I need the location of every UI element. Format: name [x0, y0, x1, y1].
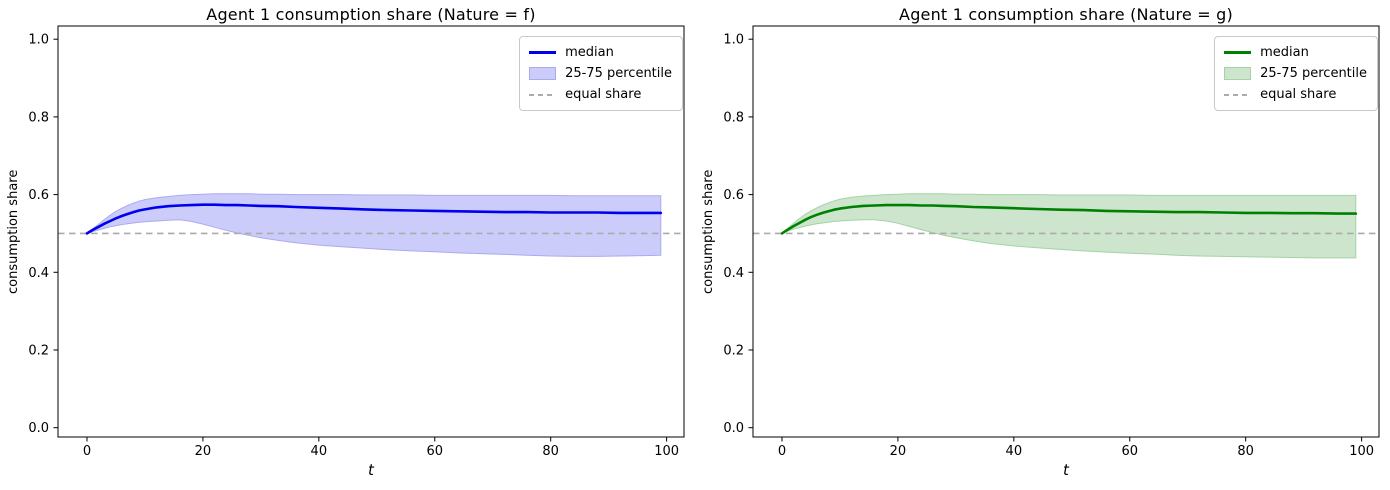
- y-axis-label: consumption share: [6, 169, 21, 294]
- legend-label-equal-share: equal share: [1260, 86, 1337, 102]
- median-line: [85, 203, 663, 235]
- median-line: [780, 203, 1358, 235]
- chart-title: Agent 1 consumption share (Nature = g): [899, 5, 1233, 24]
- y-tick-label: 0.8: [28, 110, 49, 125]
- percentile-band: [781, 193, 1357, 259]
- y-tick-label: 0.8: [723, 110, 744, 125]
- legend-label-median: median: [565, 44, 614, 60]
- y-axis-label: consumption share: [701, 169, 716, 294]
- legend-item-percentile: 25-75 percentile: [529, 65, 672, 82]
- median-line-icon: [529, 51, 557, 54]
- legend-item-median: median: [1224, 44, 1367, 61]
- y-tick-label: 0.4: [723, 266, 744, 281]
- percentile-band-icon: [529, 67, 557, 80]
- plot-frame: [57, 25, 685, 438]
- chart-title: Agent 1 consumption share (Nature = f): [206, 5, 536, 24]
- y-tick-label: 0.4: [28, 266, 49, 281]
- panel-nature-f: Agent 1 consumption share (Nature = f) 0…: [6, 5, 685, 479]
- legend-item-equal-share: equal share: [1224, 86, 1367, 103]
- percentile-band-icon: [1224, 67, 1252, 80]
- x-tick-label: 60: [1121, 444, 1138, 459]
- x-tick-label: 40: [311, 444, 328, 459]
- legend-label-percentile: 25-75 percentile: [1260, 65, 1367, 81]
- x-tick-label: 100: [654, 444, 679, 459]
- dashed-line-icon: [1224, 93, 1252, 96]
- legend-label-median: median: [1260, 44, 1309, 60]
- x-tick-label: 80: [542, 444, 559, 459]
- x-tick-label: 20: [195, 444, 212, 459]
- legend-item-median: median: [529, 44, 672, 61]
- y-tick-label: 1.0: [723, 33, 744, 48]
- y-tick-label: 0.2: [28, 343, 49, 358]
- x-axis-label: t: [368, 461, 374, 479]
- x-tick-label: 100: [1349, 444, 1374, 459]
- legend-label-equal-share: equal share: [565, 86, 642, 102]
- legend-item-percentile: 25-75 percentile: [1224, 65, 1367, 82]
- x-tick-label: 0: [778, 444, 786, 459]
- percentile-band: [86, 193, 662, 257]
- y-tick-label: 0.6: [723, 188, 744, 203]
- plot-frame: [752, 25, 1380, 438]
- plot-nature-f: 0 20 40 60 80 100 0.0 0.2 0.4 0.6 0.8 1.0: [28, 25, 685, 459]
- y-tick-label: 1.0: [28, 33, 49, 48]
- legend: median 25-75 percentile equal share: [519, 36, 683, 111]
- y-tick-label: 0.0: [28, 421, 49, 436]
- plot-nature-g: 0 20 40 60 80 100 0.0 0.2 0.4 0.6 0.8 1.0: [723, 25, 1380, 459]
- legend-label-percentile: 25-75 percentile: [565, 65, 672, 81]
- x-tick-label: 60: [426, 444, 443, 459]
- x-tick-label: 0: [83, 444, 91, 459]
- dashed-line-icon: [529, 93, 557, 96]
- x-tick-label: 20: [890, 444, 907, 459]
- x-tick-label: 80: [1237, 444, 1254, 459]
- legend: median 25-75 percentile equal share: [1214, 36, 1378, 111]
- median-line-icon: [1224, 51, 1252, 54]
- panel-nature-g: Agent 1 consumption share (Nature = g) 0…: [695, 0, 1390, 490]
- x-tick-label: 40: [1006, 444, 1023, 459]
- x-axis-label: t: [1063, 461, 1069, 479]
- y-tick-label: 0.6: [28, 188, 49, 203]
- y-tick-label: 0.0: [723, 421, 744, 436]
- y-tick-label: 0.2: [723, 343, 744, 358]
- legend-item-equal-share: equal share: [529, 86, 672, 103]
